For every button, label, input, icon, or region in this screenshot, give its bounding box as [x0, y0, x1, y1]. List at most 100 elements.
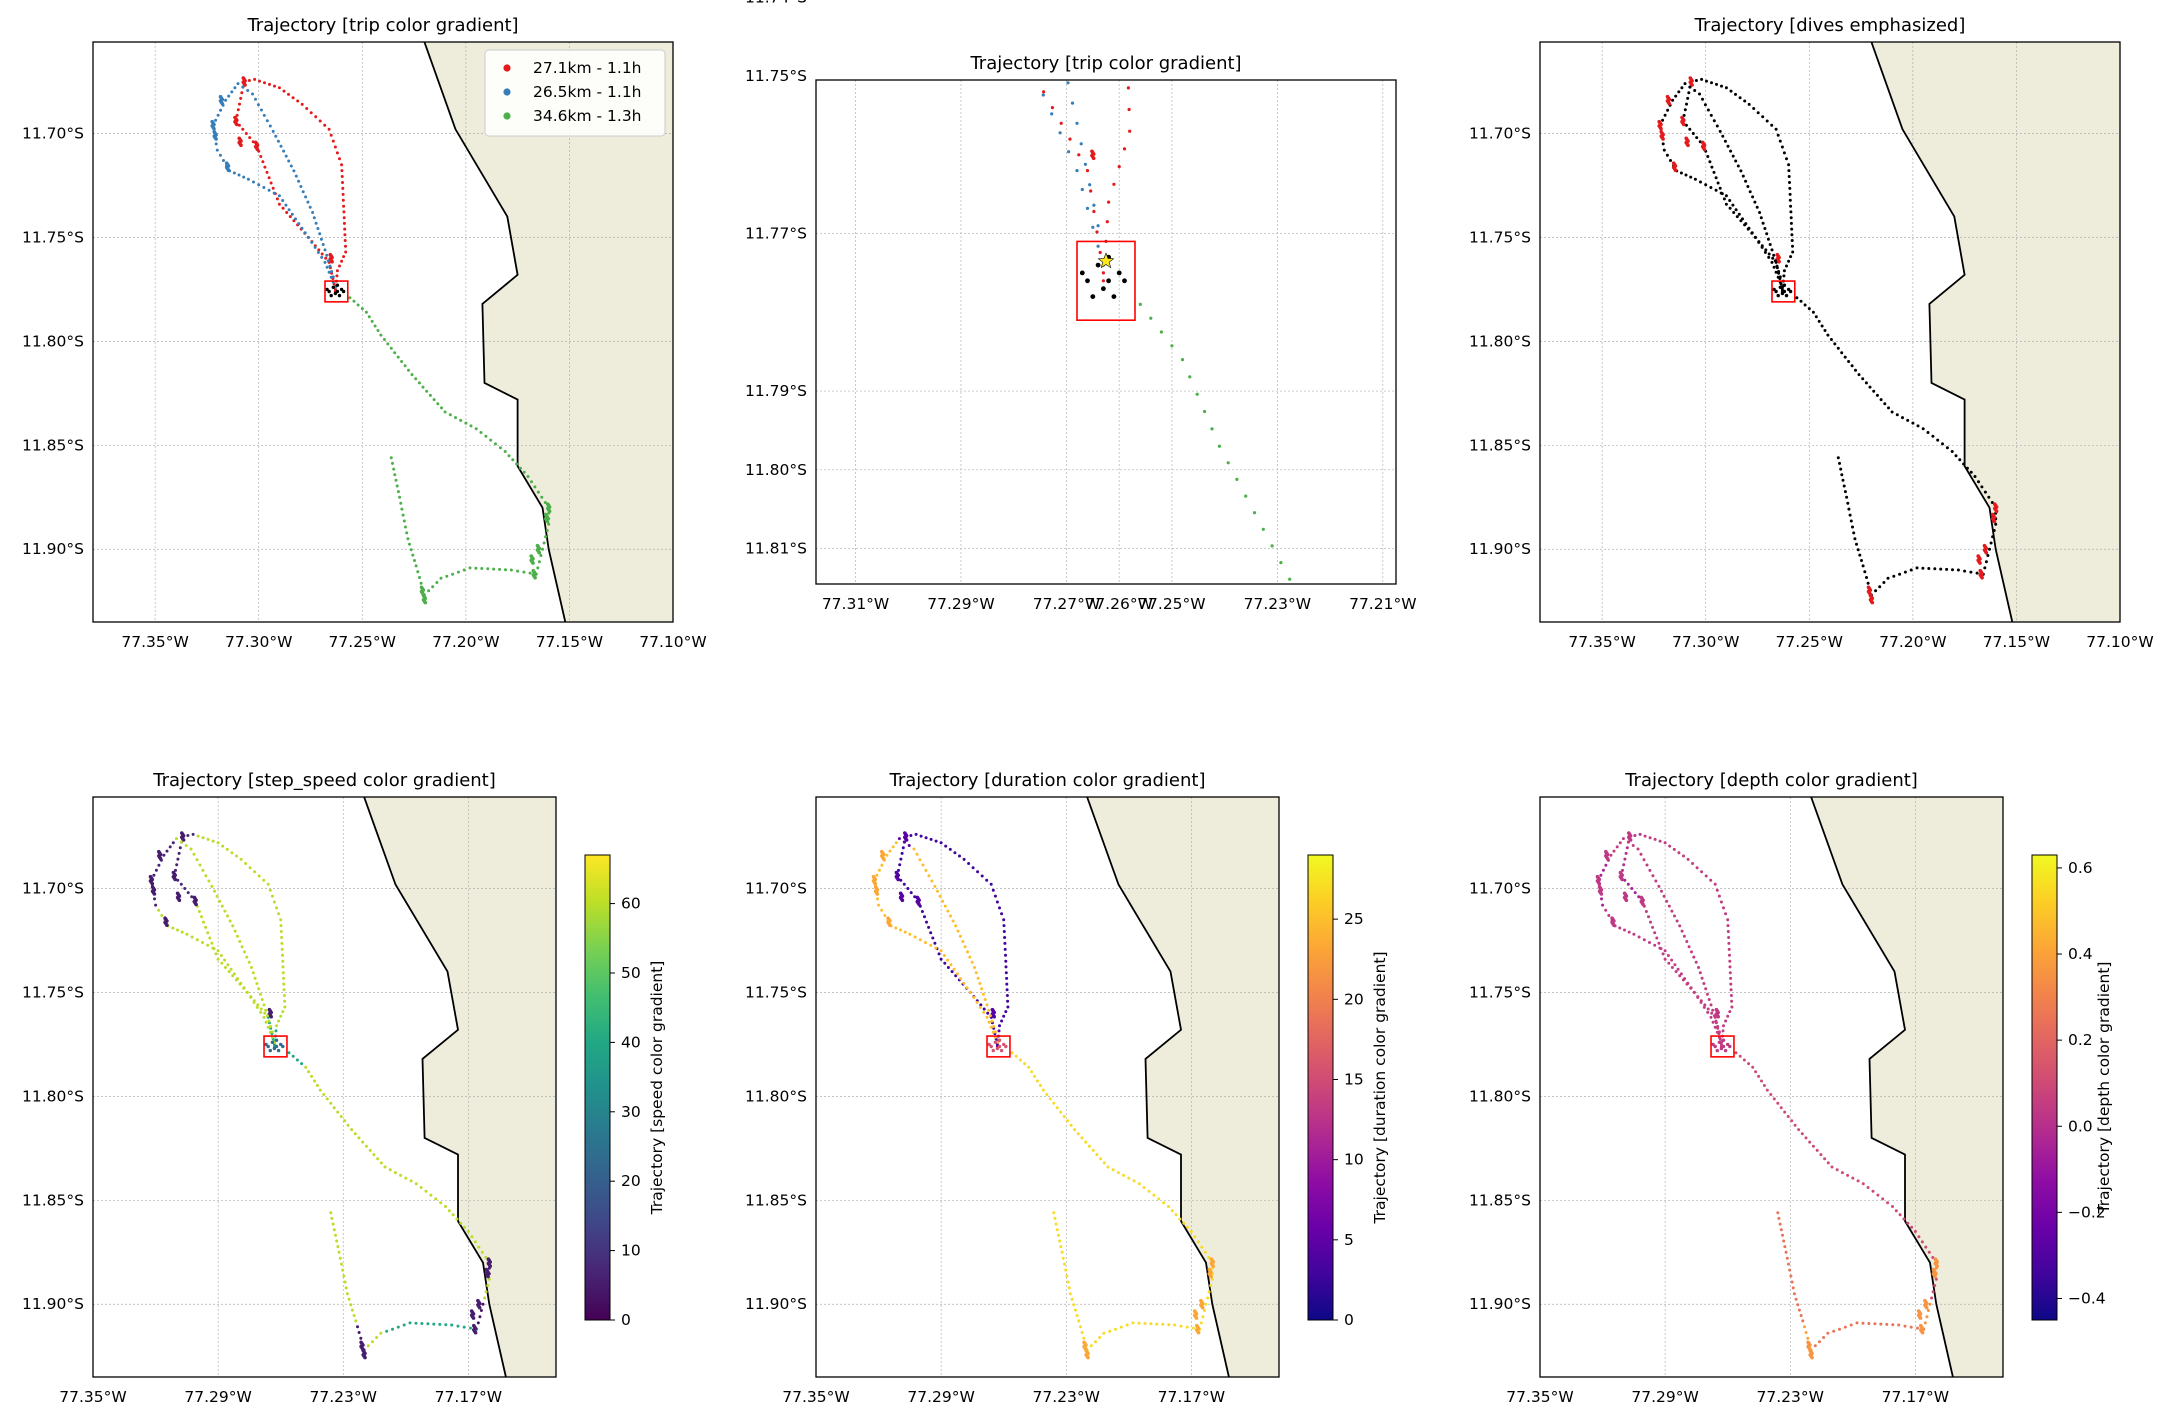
legend-label: 34.6km - 1.3h: [533, 107, 642, 125]
track-point: [410, 373, 414, 377]
track-point: [210, 884, 214, 888]
track-point: [226, 914, 229, 918]
track-point: [1807, 307, 1811, 311]
track-point: [1855, 1321, 1859, 1325]
dive-point: [1619, 1259, 1623, 1263]
track-point: [1339, 1413, 1342, 1416]
colony-box: [263, 1035, 288, 1058]
track-point: [1925, 1315, 1929, 1319]
track-point: [1724, 912, 1728, 916]
dive-point: [1918, 1316, 1923, 1320]
track-point: [1096, 224, 1100, 228]
track-point: [988, 1014, 992, 1018]
track-point: [414, 377, 418, 381]
track-point: [287, 208, 291, 212]
y-tick-label: 11.85°S: [1469, 1191, 1531, 1209]
track-point: [1563, 933, 1566, 936]
track-point: [1776, 1101, 1780, 1105]
track-point: [1142, 1186, 1146, 1189]
track-point: [1394, 747, 1397, 750]
track-point: [379, 333, 383, 337]
track-point: [255, 1005, 259, 1009]
track-point: [913, 895, 917, 899]
panel-5: Trajectory [duration color gradient]77.3…: [745, 770, 1389, 1406]
track-point: [1621, 837, 1625, 841]
dive-point: [1659, 126, 1663, 131]
track-point: [474, 427, 478, 431]
track-point: [954, 924, 958, 928]
colorbar-label: Trajectory [speed color gradient]: [648, 961, 666, 1216]
dive-point: [1702, 147, 1707, 152]
panel-title: Trajectory [step_speed color gradient]: [152, 770, 496, 791]
track-point: [982, 1007, 986, 1011]
track-point: [391, 461, 394, 465]
track-point: [1125, 21, 1128, 24]
track-point: [393, 473, 397, 477]
track-point: [307, 1070, 311, 1074]
track-point: [955, 972, 959, 976]
track-point: [1682, 854, 1685, 858]
track-point: [1782, 274, 1786, 278]
track-point: [1522, 871, 1525, 874]
land-area: [1811, 797, 2003, 1377]
dive-point: [194, 902, 198, 907]
track-point: [451, 1213, 455, 1217]
track-point: [1881, 1197, 1885, 1201]
track-point: [1082, 1336, 1086, 1340]
track-point: [479, 1309, 483, 1312]
track-point: [1679, 972, 1683, 976]
track-point: [192, 852, 196, 856]
track-point: [909, 891, 913, 895]
dive-point: [1602, 1296, 1606, 1300]
track-point: [1005, 994, 1009, 997]
track-point: [249, 995, 253, 999]
track-point: [1079, 1325, 1082, 1329]
track-point: [1068, 1292, 1072, 1296]
dive-point: [1870, 600, 1875, 605]
track-point: [252, 1000, 256, 1004]
track-point: [1636, 847, 1640, 851]
track-point: [291, 1054, 295, 1058]
track-point: [1083, 162, 1087, 166]
track-point: [1773, 259, 1777, 263]
track-point: [1707, 998, 1711, 1001]
colony-point: [1721, 1044, 1726, 1049]
track-point: [1667, 961, 1671, 965]
track-point: [331, 139, 335, 143]
land-area: [364, 797, 556, 1377]
track-point: [1316, 1363, 1319, 1366]
track-point: [522, 470, 526, 474]
track-point: [931, 936, 935, 940]
track-point: [1618, 841, 1622, 845]
track-point: [1772, 253, 1776, 257]
track-point: [1718, 186, 1722, 190]
colony-point: [1717, 1040, 1722, 1045]
track-point: [404, 525, 407, 529]
track-point: [236, 977, 240, 981]
track-point: [213, 889, 216, 893]
track-point: [915, 852, 919, 856]
track-point: [1706, 108, 1710, 112]
track-point: [950, 970, 954, 974]
dive-point: [1612, 923, 1616, 927]
track-point: [396, 355, 400, 359]
track-point: [311, 211, 315, 214]
track-point: [1050, 106, 1054, 110]
track-point: [1061, 1256, 1065, 1260]
track-point: [1747, 1062, 1751, 1066]
dive-point: [330, 259, 334, 264]
track-point: [186, 834, 190, 837]
track-point: [357, 1331, 361, 1334]
track-point: [1799, 1314, 1803, 1317]
dive-point: [269, 1014, 274, 1019]
track-point: [1101, 271, 1105, 275]
colony-point: [1782, 289, 1787, 294]
track-point: [1623, 928, 1626, 932]
track-point: [371, 1340, 374, 1344]
track-point: [1210, 427, 1214, 431]
track-point: [1626, 840, 1630, 844]
track-point: [304, 195, 308, 199]
track-point: [1728, 1010, 1732, 1014]
track-point: [952, 967, 956, 971]
track-point: [1789, 255, 1793, 259]
